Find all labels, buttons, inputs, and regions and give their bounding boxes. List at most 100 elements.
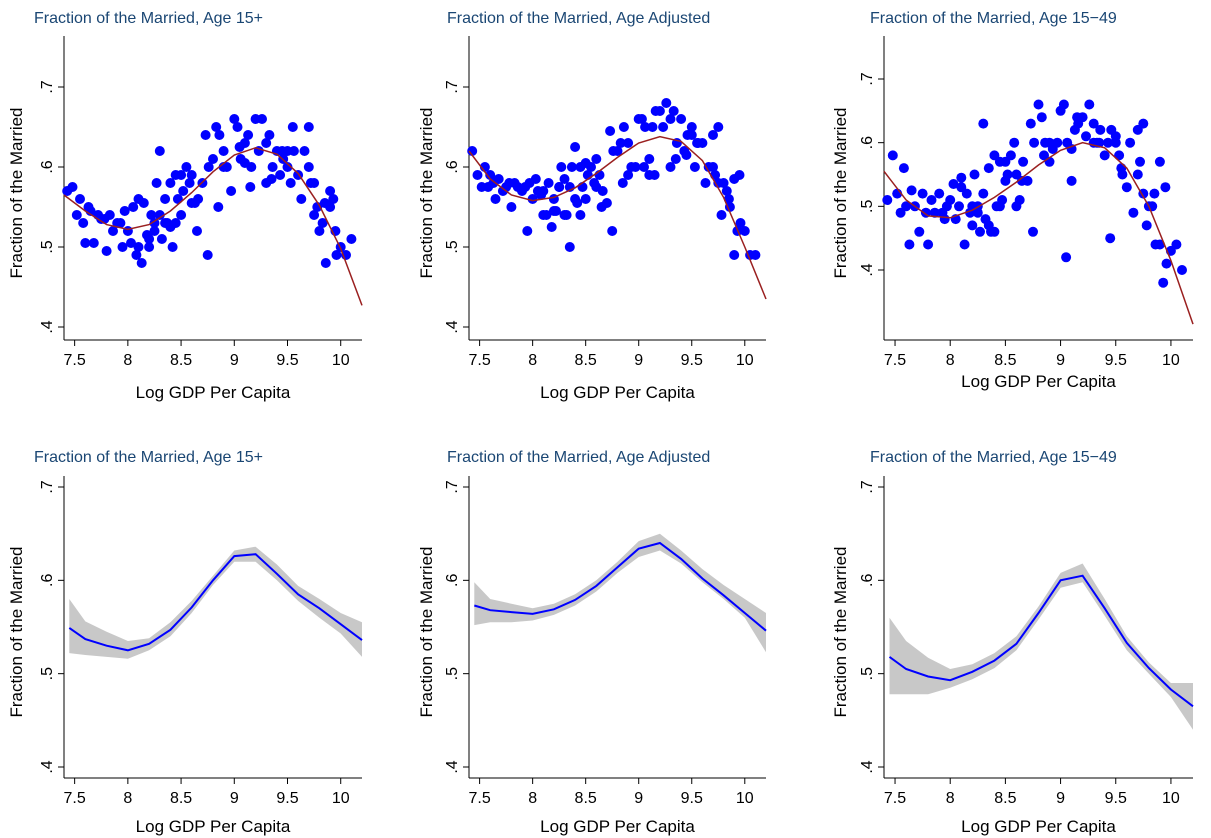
data-point bbox=[630, 162, 641, 172]
data-point bbox=[983, 163, 994, 174]
y-tick-label: .5 bbox=[859, 667, 876, 680]
confidence-band bbox=[889, 563, 1193, 730]
data-point bbox=[708, 130, 718, 140]
y-tick-label: .4 bbox=[39, 760, 56, 773]
fit-line bbox=[68, 553, 363, 652]
x-tick-label: 10 bbox=[332, 352, 350, 369]
data-point bbox=[670, 154, 681, 164]
data-point bbox=[644, 154, 655, 164]
x-tick-label: 8.5 bbox=[994, 352, 1016, 369]
x-tick-label: 7.5 bbox=[64, 790, 86, 807]
data-point bbox=[165, 178, 176, 188]
data-point bbox=[934, 188, 945, 199]
data-point bbox=[901, 201, 912, 212]
data-point bbox=[108, 226, 118, 236]
data-point bbox=[978, 118, 989, 129]
x-tick-label: 9.5 bbox=[276, 790, 298, 807]
data-point bbox=[80, 238, 91, 248]
data-point bbox=[88, 238, 99, 248]
data-point bbox=[692, 138, 703, 148]
chart-panel-4: Fraction of the Married, Age 15+ 7.5 8 8.5 9… bbox=[7, 449, 363, 836]
data-point bbox=[181, 162, 192, 172]
data-point bbox=[1009, 137, 1020, 148]
data-point bbox=[275, 170, 286, 180]
x-tick-label: 8 bbox=[528, 352, 537, 369]
x-tick-label: 8.5 bbox=[170, 352, 192, 369]
data-point bbox=[1132, 169, 1143, 180]
data-point bbox=[686, 122, 697, 132]
data-point bbox=[914, 226, 925, 237]
data-point bbox=[1125, 137, 1136, 148]
data-point bbox=[1039, 150, 1049, 161]
data-point bbox=[1110, 131, 1121, 142]
data-point bbox=[208, 154, 218, 164]
data-point bbox=[154, 146, 165, 156]
data-point bbox=[640, 122, 651, 132]
y-tick-label: .7 bbox=[444, 80, 461, 93]
data-point bbox=[887, 150, 898, 161]
data-point bbox=[1066, 144, 1077, 154]
data-point bbox=[978, 188, 989, 199]
y-tick-label: .5 bbox=[444, 240, 461, 253]
data-point bbox=[959, 239, 970, 250]
data-point bbox=[956, 182, 967, 193]
data-point bbox=[144, 242, 155, 252]
data-point bbox=[277, 146, 288, 156]
x-axis-label: Log GDP Per Capita bbox=[961, 817, 1116, 836]
data-point bbox=[211, 122, 222, 132]
x-tick-label: 9 bbox=[1056, 790, 1065, 807]
data-point bbox=[618, 122, 629, 132]
data-point bbox=[1081, 131, 1091, 142]
data-point bbox=[1161, 258, 1172, 269]
y-axis-label: Fraction of the Married bbox=[7, 546, 26, 717]
data-point bbox=[926, 195, 937, 205]
data-point bbox=[229, 114, 240, 124]
data-point bbox=[1099, 150, 1110, 161]
data-point bbox=[1052, 137, 1063, 148]
data-point bbox=[700, 178, 711, 188]
y-tick-label: .7 bbox=[859, 72, 876, 85]
data-point bbox=[234, 142, 245, 152]
x-tick-label: 7.5 bbox=[884, 790, 906, 807]
x-tick-label: 10 bbox=[736, 790, 754, 807]
y-axis-label: Fraction of the Married bbox=[417, 546, 436, 717]
data-point bbox=[623, 170, 634, 180]
y-tick-label: .7 bbox=[444, 480, 461, 493]
data-point bbox=[1114, 150, 1125, 161]
data-point bbox=[1095, 124, 1106, 135]
data-point bbox=[723, 194, 734, 204]
data-point bbox=[668, 106, 679, 116]
y-tick-label: .6 bbox=[859, 136, 876, 149]
y-tick-label: .6 bbox=[444, 574, 461, 587]
y-tick-label: .7 bbox=[39, 480, 56, 493]
x-axis-label: Log GDP Per Capita bbox=[136, 383, 291, 402]
data-point bbox=[1154, 156, 1165, 167]
data-point bbox=[676, 114, 687, 124]
x-tick-label: 10 bbox=[1162, 790, 1180, 807]
panel-title: Fraction of the Married, Age Adjusted bbox=[447, 10, 710, 27]
data-point bbox=[243, 130, 254, 140]
data-point bbox=[527, 194, 538, 204]
panel-title: Fraction of the Married, Age 15−49 bbox=[870, 10, 1117, 27]
data-point bbox=[472, 170, 483, 180]
data-point bbox=[636, 114, 647, 124]
data-point bbox=[605, 126, 616, 136]
data-point bbox=[160, 194, 171, 204]
data-point bbox=[586, 162, 596, 172]
data-point bbox=[929, 207, 940, 218]
data-point bbox=[543, 178, 554, 188]
data-point bbox=[203, 162, 214, 172]
data-point bbox=[78, 218, 89, 228]
y-axis-label: Fraction of the Married bbox=[831, 107, 850, 278]
y-tick-label: .5 bbox=[859, 200, 876, 213]
data-point bbox=[994, 201, 1005, 212]
x-tick-label: 7.5 bbox=[884, 352, 906, 369]
data-point bbox=[639, 162, 649, 172]
data-point bbox=[1116, 163, 1127, 174]
data-point bbox=[144, 234, 155, 244]
data-point bbox=[1000, 175, 1011, 186]
data-point bbox=[138, 198, 149, 208]
fit-line bbox=[63, 147, 363, 306]
data-point bbox=[119, 206, 130, 216]
